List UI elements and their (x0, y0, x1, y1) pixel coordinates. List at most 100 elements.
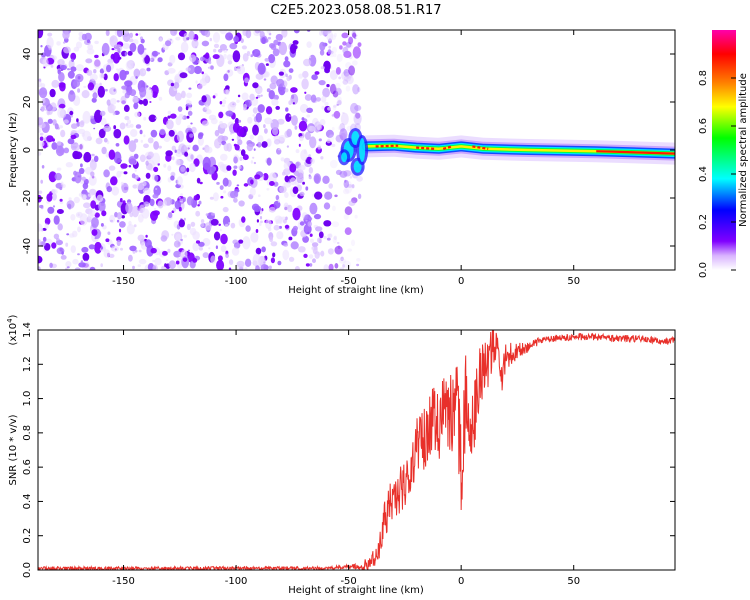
noise-speckle (183, 217, 186, 221)
noise-speckle (279, 185, 287, 194)
noise-speckle (260, 264, 269, 270)
noise-speckle (270, 120, 274, 124)
onset-blob (353, 160, 362, 173)
noise-speckle (309, 202, 318, 215)
noise-speckle (222, 206, 229, 213)
noise-speckle (288, 114, 291, 118)
noise-speckle (321, 95, 327, 103)
noise-speckle (206, 166, 215, 175)
noise-speckle (244, 267, 248, 270)
noise-speckle (269, 43, 275, 49)
noise-speckle (249, 187, 256, 196)
noise-speckle (183, 33, 189, 38)
noise-speckle (201, 95, 207, 103)
noise-speckle (346, 75, 354, 85)
noise-speckle (273, 39, 279, 46)
spectrogram-x-tick-label: -100 (225, 276, 248, 287)
noise-speckle (135, 33, 139, 36)
noise-speckle (213, 231, 221, 241)
noise-speckle (268, 206, 276, 213)
noise-speckle (138, 249, 142, 253)
noise-speckle (252, 114, 255, 117)
noise-speckle (86, 69, 93, 76)
noise-speckle (209, 196, 214, 200)
noise-speckle (93, 59, 102, 69)
noise-speckle (299, 221, 305, 226)
snr-y-tick-label: 0.4 (22, 493, 33, 509)
noise-speckle (320, 66, 325, 70)
noise-speckle (114, 44, 123, 52)
noise-speckle (251, 203, 260, 211)
noise-speckle (331, 221, 340, 228)
noise-speckle (189, 54, 197, 63)
spectrogram-x-axis-label: Height of straight line (km) (288, 285, 424, 296)
noise-speckle (143, 134, 146, 138)
noise-speckle (110, 176, 118, 186)
noise-speckle (125, 202, 133, 214)
noise-speckle (122, 89, 127, 94)
noise-speckle (186, 92, 193, 99)
noise-speckle (306, 114, 311, 118)
noise-speckle (139, 87, 147, 98)
noise-speckle (227, 60, 233, 65)
noise-speckle (245, 30, 252, 39)
noise-speckle (126, 124, 131, 129)
noise-speckle (99, 110, 106, 116)
noise-speckle (337, 99, 342, 105)
noise-speckle (175, 150, 183, 158)
noise-speckle (152, 264, 158, 270)
noise-speckle (165, 40, 172, 47)
noise-speckle (170, 30, 178, 36)
noise-speckle (56, 41, 61, 46)
spectrogram-y-axis-label: Frequency (Hz) (8, 112, 19, 188)
noise-speckle (151, 91, 158, 98)
noise-speckle (285, 216, 288, 221)
noise-speckle (216, 181, 220, 185)
noise-speckle (328, 45, 332, 49)
noise-speckle (192, 258, 198, 263)
noise-speckle (241, 216, 246, 223)
noise-speckle (193, 195, 199, 201)
noise-speckle (219, 101, 223, 105)
noise-speckle (80, 163, 83, 168)
noise-speckle (210, 218, 219, 226)
noise-speckle (248, 53, 252, 56)
noise-speckle (349, 201, 352, 205)
noise-speckle (212, 95, 216, 99)
noise-speckle (132, 265, 135, 270)
noise-speckle (197, 133, 203, 140)
noise-speckle (78, 31, 84, 37)
noise-speckle (292, 102, 295, 105)
noise-speckle (202, 252, 209, 259)
noise-speckle (173, 82, 180, 89)
noise-speckle (142, 98, 148, 107)
noise-speckle (148, 114, 157, 123)
noise-speckle (283, 181, 292, 188)
noise-speckle (121, 182, 129, 194)
noise-speckle (266, 88, 271, 93)
noise-speckle (176, 257, 180, 260)
noise-speckle (81, 33, 87, 41)
noise-speckle (275, 194, 280, 201)
noise-speckle (44, 217, 51, 225)
noise-speckle (86, 48, 95, 55)
noise-speckle (189, 133, 194, 138)
noise-speckle (222, 99, 227, 105)
noise-speckle (215, 245, 218, 249)
noise-speckle (343, 69, 350, 77)
noise-speckle (195, 80, 198, 84)
noise-speckle (174, 149, 177, 153)
noise-speckle (70, 66, 77, 72)
noise-speckle (265, 63, 269, 66)
noise-speckle (94, 241, 102, 254)
noise-speckle (242, 53, 249, 62)
noise-speckle (70, 134, 77, 140)
noise-speckle (337, 96, 342, 103)
noise-speckle (228, 222, 231, 224)
noise-speckle (297, 246, 306, 253)
noise-speckle (105, 238, 110, 242)
noise-speckle (210, 255, 216, 264)
noise-speckle (264, 117, 273, 125)
noise-speckle (314, 71, 320, 75)
